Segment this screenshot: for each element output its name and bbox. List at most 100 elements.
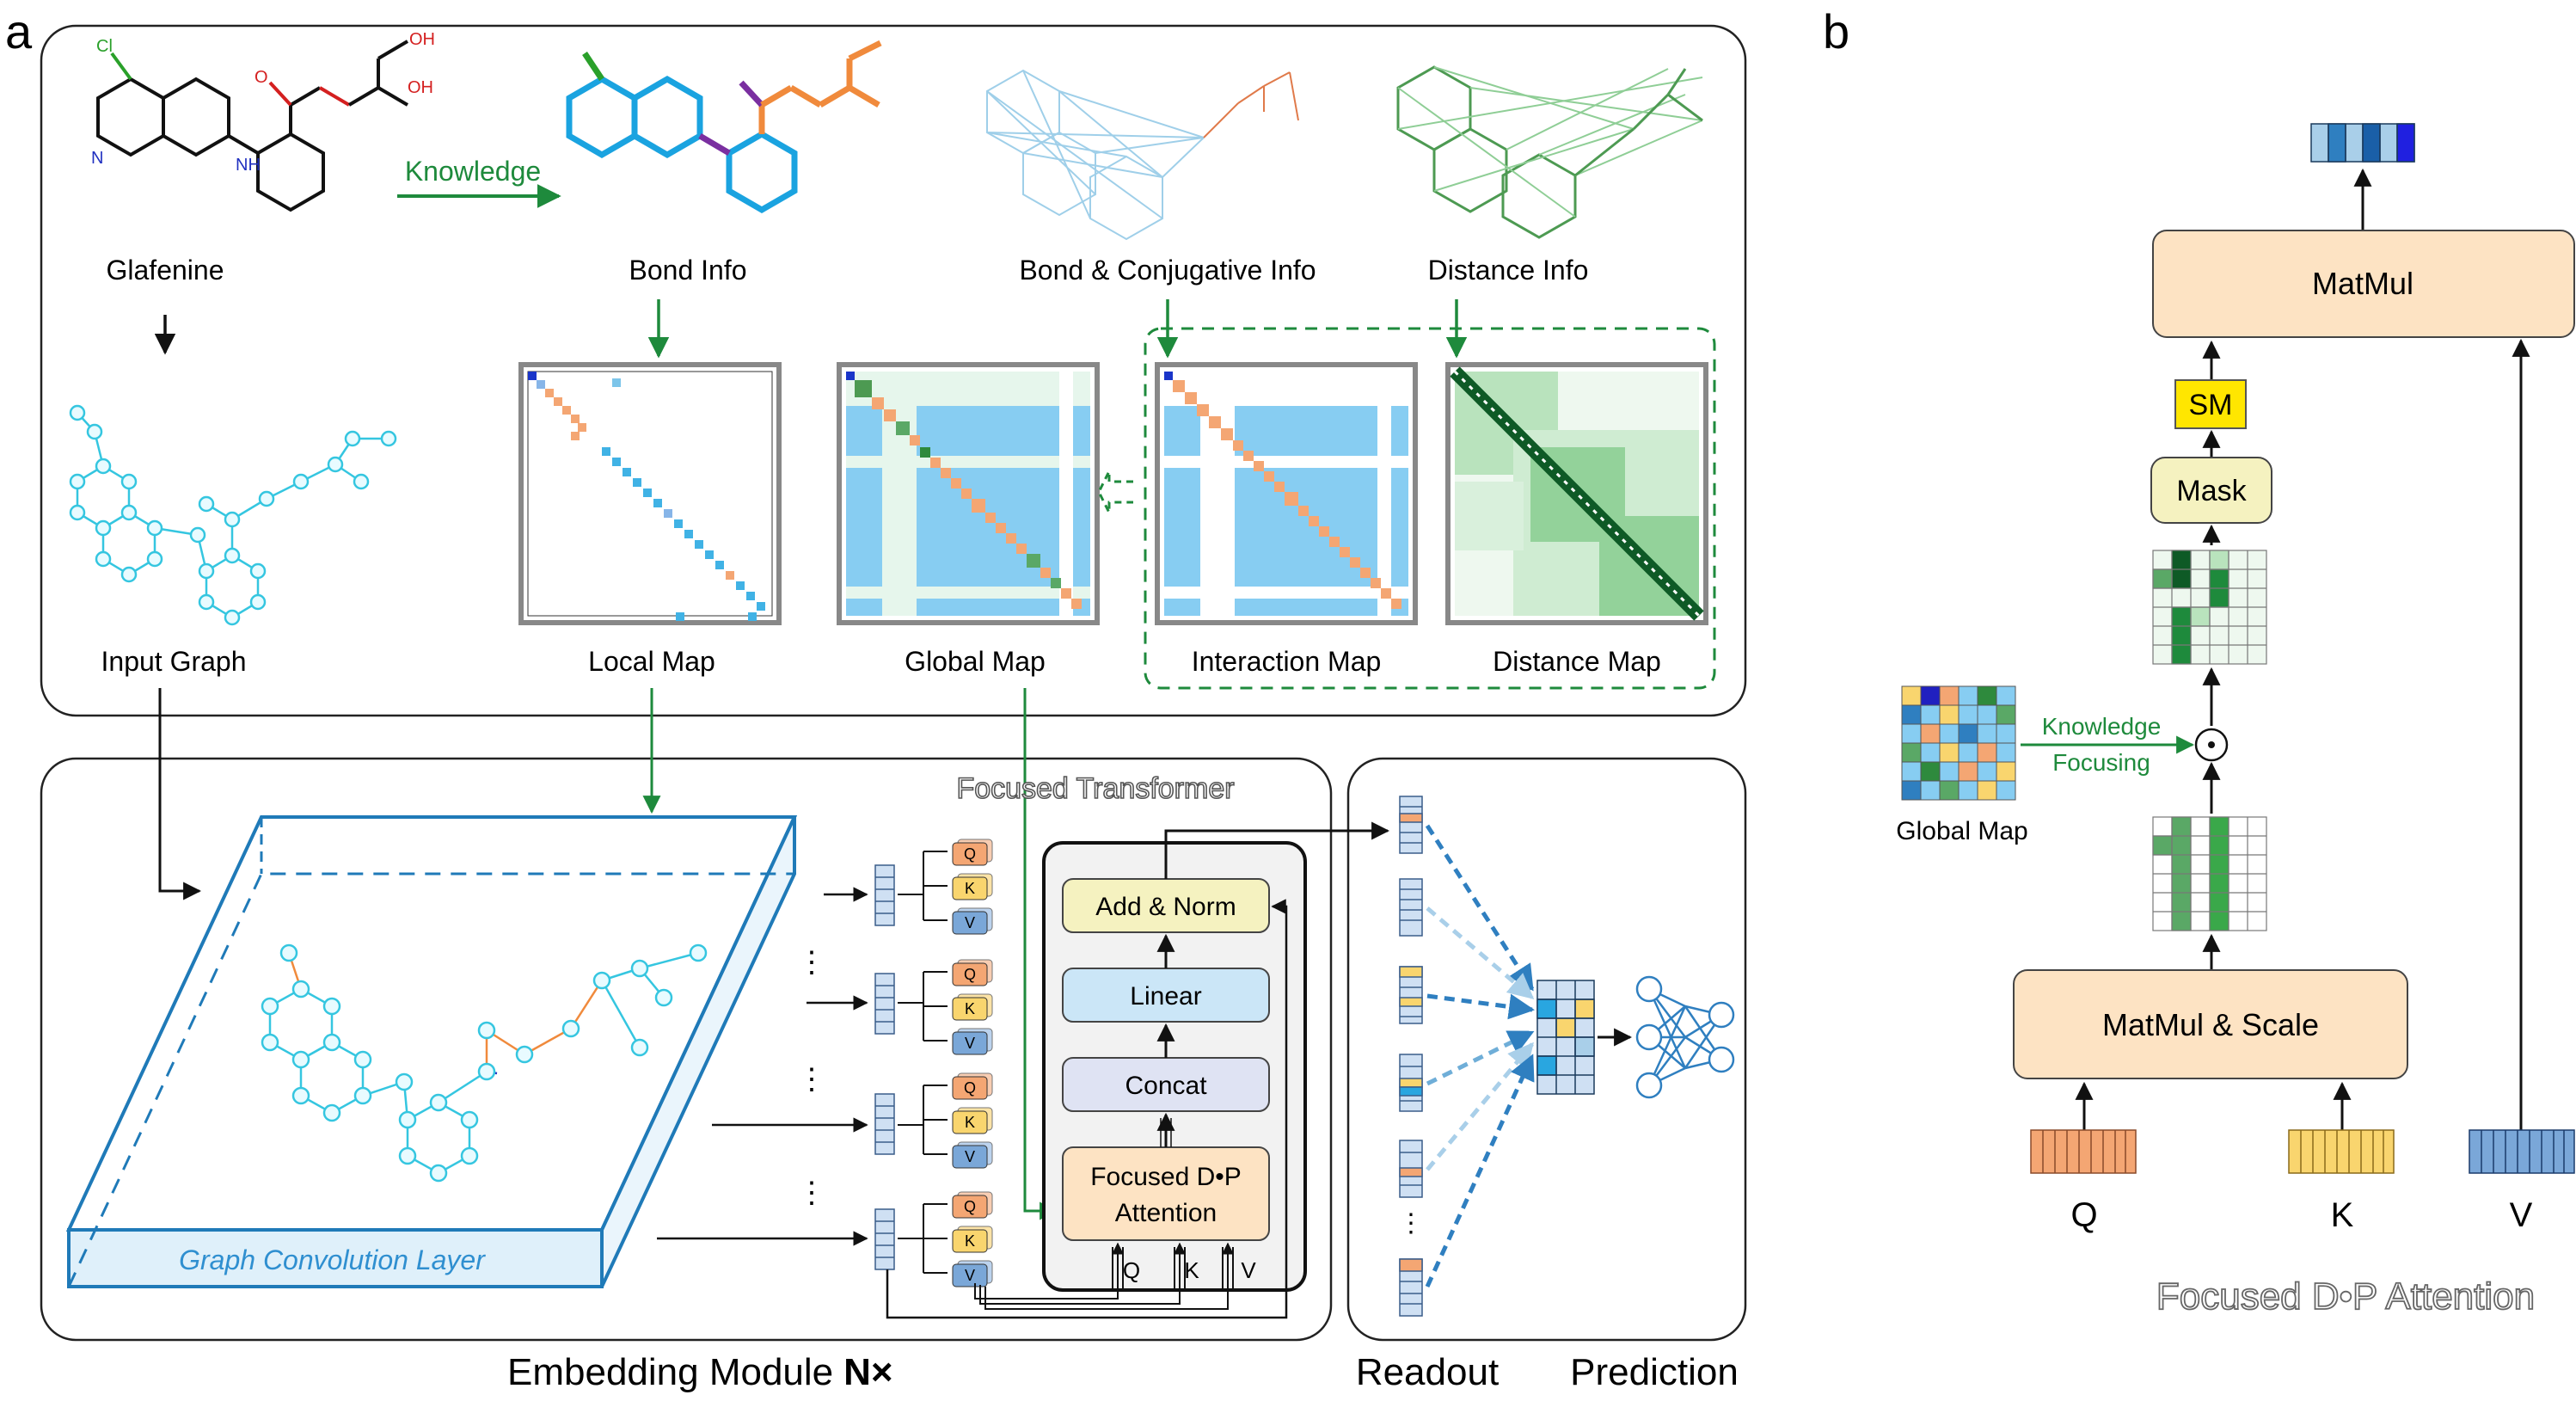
- svg-text:Q: Q: [964, 1079, 976, 1097]
- embed-ellipsis-3: ⋮: [797, 1177, 826, 1209]
- qkv-stack-1: [898, 839, 993, 935]
- focused-transformer-label: Focused Transformer: [956, 772, 1234, 805]
- svg-text:K: K: [965, 1114, 975, 1131]
- svg-text:K: K: [965, 1000, 975, 1017]
- embed-ellipsis-2: ⋮: [797, 1063, 826, 1096]
- readout-ellipsis: ⋮: [1398, 1209, 1424, 1238]
- sm-box: [2174, 379, 2247, 429]
- panel-b-global-map-label: Global Map: [1896, 817, 2027, 845]
- concat-label: Concat: [1125, 1072, 1207, 1100]
- knowledge-arrow-label: Knowledge: [405, 156, 541, 187]
- input-graph-nodes: [69, 404, 397, 626]
- panel-label-b: b: [1823, 4, 1849, 58]
- bond-conj-label: Bond & Conjugative Info: [1019, 255, 1316, 286]
- distance-map-label: Distance Map: [1493, 646, 1661, 677]
- combine-hollow-arrow: [1097, 470, 1133, 513]
- graph-to-conv-arrow: [158, 688, 202, 900]
- svg-text:Q: Q: [964, 1198, 976, 1215]
- atom-cl: Cl: [96, 37, 113, 56]
- embed-ellipsis-1: ⋮: [797, 946, 826, 979]
- focused-weight-grid: [2152, 550, 2267, 665]
- transformer-to-readout-arrow: [1164, 821, 1390, 879]
- svg-text:K: K: [965, 880, 975, 897]
- svg-text:V: V: [965, 914, 975, 931]
- glafenine-molecule: [96, 40, 409, 212]
- interaction-distance-group: [1144, 327, 1716, 690]
- matmul-scale-box: [2013, 969, 2408, 1079]
- qkv-stack-4: [898, 1191, 993, 1287]
- distance-molecule: [1396, 65, 1703, 239]
- panel-b-k-label: K: [2331, 1196, 2354, 1234]
- atom-o: O: [255, 68, 268, 87]
- transformer-k-label: K: [1184, 1257, 1199, 1283]
- svg-text:V: V: [965, 1035, 975, 1052]
- sm-label: SM: [2189, 389, 2233, 421]
- knowledge-focusing-line2: Focusing: [2052, 749, 2150, 776]
- svg-text:Q: Q: [964, 845, 976, 863]
- mask-label: Mask: [2176, 475, 2247, 507]
- qkv-stack-2: [898, 959, 993, 1055]
- matmul-label: MatMul: [2312, 266, 2413, 301]
- local-map-label: Local Map: [588, 646, 715, 677]
- glafenine-label: Glafenine: [107, 255, 224, 286]
- transformer-qkv-inputs: [974, 1242, 1234, 1310]
- add-norm-label: Add & Norm: [1095, 893, 1236, 921]
- matmul-scale-label: MatMul & Scale: [2102, 1007, 2319, 1042]
- svg-text:V: V: [965, 1267, 975, 1284]
- readout-dashed-arrows: [1425, 824, 1535, 1288]
- atom-nh: NH: [236, 156, 261, 175]
- panel-label-a: a: [5, 4, 33, 58]
- knowledge-focusing-line1: Knowledge: [2042, 713, 2162, 740]
- readout-matrix: [1536, 980, 1595, 1095]
- global-map: [837, 362, 1100, 625]
- readout-vectors: [1399, 796, 1423, 1317]
- atom-n: N: [91, 149, 103, 168]
- svg-text:K: K: [965, 1232, 975, 1250]
- top-panel-frame: [40, 24, 1747, 717]
- node-embedding-vectors: [874, 864, 895, 1270]
- k-vector: [2288, 1129, 2395, 1174]
- residual-arrow: [886, 899, 1288, 1319]
- linear-label: Linear: [1130, 982, 1201, 1011]
- panel-b-title: Focused D•P Attention: [2156, 1275, 2535, 1318]
- prediction-network: [1635, 975, 1735, 1099]
- qkv-letters: QKV QKV QKV QKV: [964, 845, 976, 1284]
- interaction-map: [1155, 362, 1418, 625]
- distance-info-label: Distance Info: [1428, 255, 1589, 286]
- matmul-box: [2152, 230, 2575, 338]
- graph-conv-label: Graph Convolution Layer: [179, 1244, 486, 1275]
- readout-panel-frame: [1346, 757, 1747, 1342]
- transformer-q-label: Q: [1123, 1257, 1140, 1283]
- bond-info-label: Bond Info: [629, 255, 747, 286]
- v-vector: [2469, 1129, 2575, 1174]
- bond-conj-molecule: [986, 69, 1299, 241]
- mask-box: [2150, 457, 2272, 524]
- focused-attention-line1: Focused D•P: [1090, 1163, 1242, 1191]
- input-graph-label: Input Graph: [101, 646, 247, 677]
- panel-b-v-label: V: [2510, 1196, 2533, 1234]
- transformer-v-label: V: [1241, 1257, 1256, 1283]
- slab-graph-nodes: [261, 943, 708, 1183]
- distance-map: [1445, 362, 1708, 625]
- local-map: [518, 362, 782, 625]
- svg-text:V: V: [965, 1148, 975, 1165]
- interaction-map-label: Interaction Map: [1192, 646, 1382, 677]
- atom-oh1: OH: [408, 78, 433, 97]
- embedding-module-label: Embedding Module N×: [507, 1351, 893, 1393]
- focused-attention-line2: Attention: [1115, 1199, 1217, 1227]
- graph-conv-slab: [65, 815, 798, 1288]
- panel-b-global-map: [1901, 685, 2016, 801]
- atom-oh2: OH: [409, 30, 435, 49]
- qkv-stack-3: [898, 1072, 993, 1169]
- prediction-label: Prediction: [1570, 1351, 1739, 1393]
- embedding-panel-frame: [40, 757, 1333, 1342]
- readout-label: Readout: [1356, 1351, 1499, 1393]
- q-vector: [2030, 1129, 2137, 1174]
- output-vector: [2310, 123, 2415, 163]
- panel-b-q-label: Q: [2070, 1196, 2097, 1234]
- svg-text:Q: Q: [964, 966, 976, 983]
- score-grid: [2152, 816, 2267, 931]
- bond-info-molecule: [566, 40, 882, 214]
- global-map-label: Global Map: [905, 646, 1046, 677]
